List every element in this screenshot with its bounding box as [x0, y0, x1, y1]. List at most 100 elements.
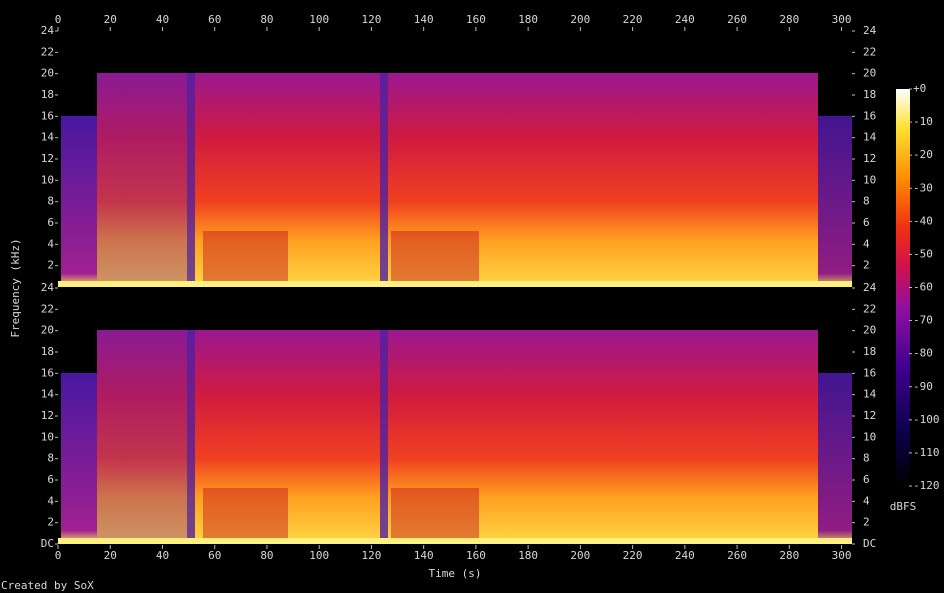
y-tick-label-right: 20: [863, 67, 876, 80]
y-tick-label: DC: [41, 537, 54, 550]
x-tick-label-top: 220: [623, 13, 643, 26]
y-tick-label-right: 10: [863, 173, 876, 186]
y-tick-label-right: 22: [863, 45, 876, 58]
y-tick-label-right: 22: [863, 302, 876, 315]
y-tick-label: 24: [41, 281, 55, 294]
x-tick-label: 20: [104, 549, 117, 562]
x-tick-label: 300: [832, 549, 852, 562]
y-tick-label: 14: [41, 131, 55, 144]
x-tick-label-top: 100: [309, 13, 329, 26]
colorbar-tick-label: -70: [913, 314, 933, 327]
y-tick-label-right: 24: [863, 281, 877, 294]
y-tick-label-right: 20: [863, 324, 876, 337]
x-tick-label: 280: [779, 549, 799, 562]
colorbar-tick-label: -100: [913, 413, 940, 426]
x-tick-label: 60: [208, 549, 221, 562]
y-tick-label-right: 2: [863, 516, 870, 529]
y-tick-label-right: 2: [863, 259, 870, 272]
y-tick-label-right: 8: [863, 195, 870, 208]
y-tick-label: 22: [41, 302, 54, 315]
x-tick-label: 220: [623, 549, 643, 562]
x-tick-label-top: 80: [260, 13, 273, 26]
y-tick-label-right: 16: [863, 366, 876, 379]
y-tick-label: 16: [41, 366, 54, 379]
x-tick-label: 80: [260, 549, 273, 562]
x-tick-label: 120: [361, 549, 381, 562]
y-axis-label: Frequency (kHz): [9, 238, 22, 337]
y-tick-label: 16: [41, 109, 54, 122]
y-tick-label: 18: [41, 88, 54, 101]
y-tick-label-right: 10: [863, 430, 876, 443]
y-tick-label-right: 12: [863, 409, 876, 422]
x-tick-label-top: 0: [55, 13, 62, 26]
y-tick-label-right: 14: [863, 131, 877, 144]
colorbar-tick-label: -90: [913, 380, 933, 393]
spectrogram-top: [58, 31, 852, 287]
y-tick-label: 24: [41, 24, 55, 37]
colorbar-tick-label: -50: [913, 247, 933, 260]
x-tick-label-top: 180: [518, 13, 538, 26]
x-tick-label: 100: [309, 549, 329, 562]
y-tick-label: 10: [41, 173, 54, 186]
y-tick-label-right: 18: [863, 345, 876, 358]
x-tick-label: 240: [675, 549, 695, 562]
colorbar-tick-label: -80: [913, 347, 933, 360]
y-tick-label-right: DC: [863, 537, 876, 550]
y-tick-label: 20: [41, 324, 54, 337]
colorbar-tick-label: -40: [913, 214, 933, 227]
colorbar-label: dBFS: [890, 500, 917, 513]
y-tick-label-right: 4: [863, 494, 870, 507]
footer: Created by SoX: [1, 579, 94, 592]
y-tick-label: 8: [47, 195, 54, 208]
y-tick-label: 8: [47, 452, 54, 465]
x-tick-label-top: 260: [727, 13, 747, 26]
x-tick-label-top: 20: [104, 13, 117, 26]
y-tick-label: 18: [41, 345, 54, 358]
colorbar-tick-label: -60: [913, 281, 933, 294]
colorbar-tick-label: +0: [913, 82, 926, 95]
x-tick-label-top: 300: [832, 13, 852, 26]
colorbar-tick-label: -110: [913, 446, 940, 459]
y-tick-label-right: 6: [863, 473, 870, 486]
y-tick-label: 2: [47, 516, 54, 529]
x-tick-label-top: 200: [570, 13, 590, 26]
colorbar: [896, 89, 910, 486]
y-tick-label-right: 4: [863, 237, 870, 250]
x-tick-label: 200: [570, 549, 590, 562]
x-axis-label: Time (s): [429, 567, 482, 580]
y-tick-label-right: 18: [863, 88, 876, 101]
colorbar-tick-label: -20: [913, 148, 933, 161]
y-tick-label-right: 6: [863, 216, 870, 229]
y-tick-label: 2: [47, 259, 54, 272]
y-tick-label-right: 16: [863, 109, 876, 122]
x-tick-label-top: 140: [414, 13, 434, 26]
colorbar-tick-label: -10: [913, 115, 933, 128]
y-tick-label: 12: [41, 409, 54, 422]
x-tick-label: 40: [156, 549, 169, 562]
x-tick-label: 160: [466, 549, 486, 562]
spectrogram-bottom: [58, 288, 852, 544]
y-tick-label: 12: [41, 152, 54, 165]
y-tick-label: 4: [47, 494, 54, 507]
y-tick-label: 14: [41, 388, 55, 401]
y-tick-label-right: 12: [863, 152, 876, 165]
x-tick-label: 180: [518, 549, 538, 562]
y-tick-label: 6: [47, 216, 54, 229]
y-tick-label: 6: [47, 473, 54, 486]
y-tick-label: 22: [41, 45, 54, 58]
x-tick-label-top: 280: [779, 13, 799, 26]
x-tick-label-top: 240: [675, 13, 695, 26]
colorbar-tick-label: -120: [913, 479, 940, 492]
x-tick-label-top: 40: [156, 13, 169, 26]
y-tick-label-right: 8: [863, 452, 870, 465]
x-tick-label: 260: [727, 549, 747, 562]
y-tick-label: 4: [47, 237, 54, 250]
y-tick-label-right: 24: [863, 24, 877, 37]
colorbar-tick-label: -30: [913, 181, 933, 194]
x-tick-label-top: 120: [361, 13, 381, 26]
y-tick-label: 20: [41, 67, 54, 80]
x-tick-label: 140: [414, 549, 434, 562]
y-tick-label-right: 14: [863, 388, 877, 401]
